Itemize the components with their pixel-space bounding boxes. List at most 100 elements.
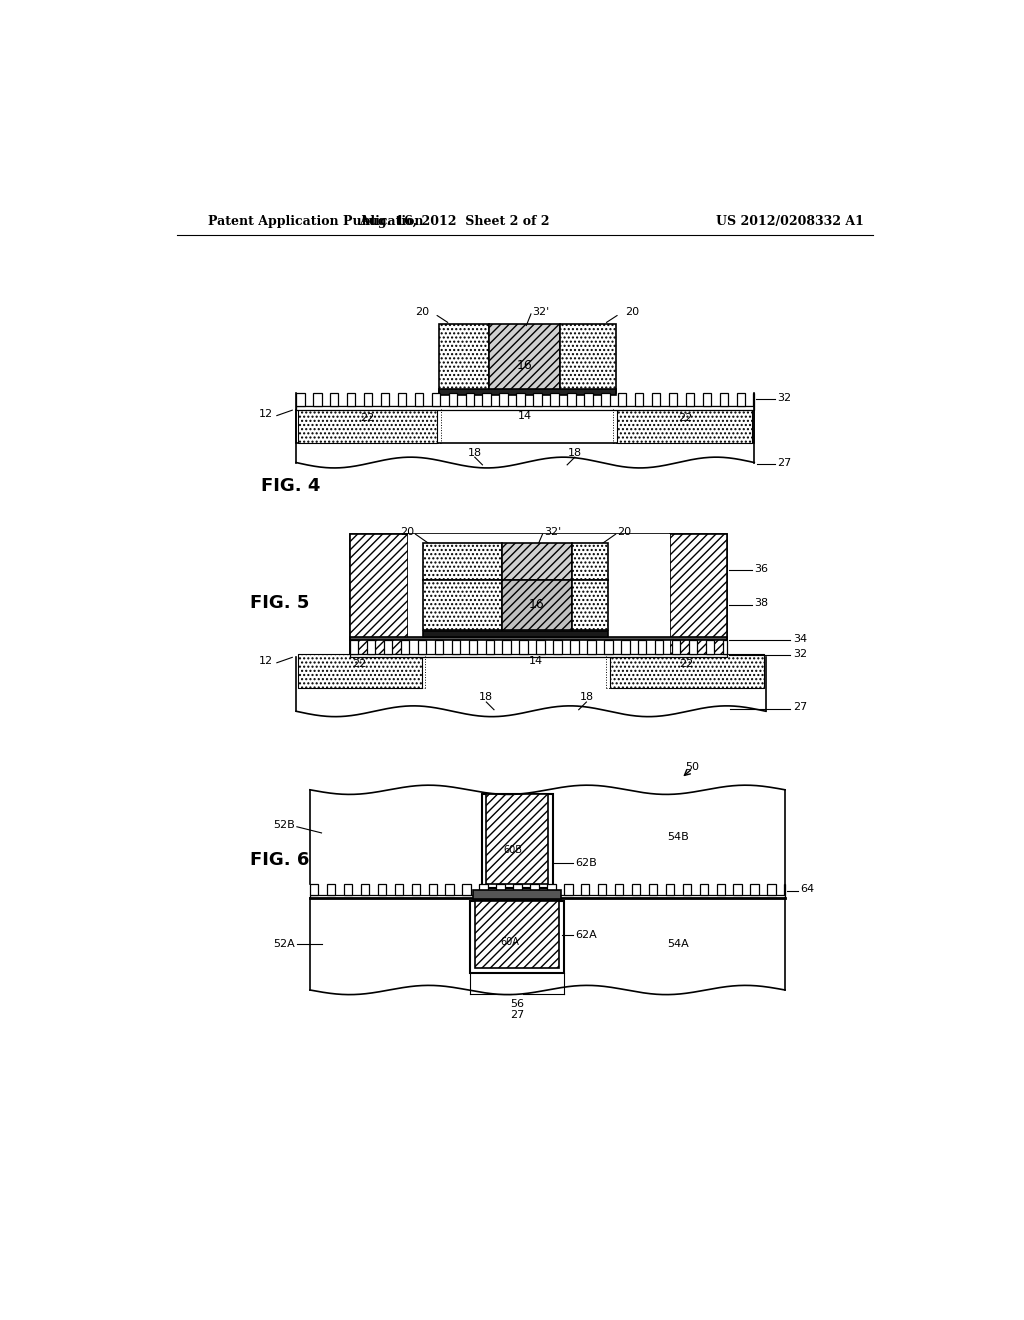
Bar bbox=[516, 393, 524, 407]
Bar bbox=[699, 884, 708, 895]
Bar bbox=[604, 640, 612, 653]
Text: 56: 56 bbox=[510, 999, 524, 1008]
Bar bbox=[736, 393, 745, 407]
Text: 62B: 62B bbox=[574, 858, 597, 869]
Bar bbox=[570, 640, 579, 653]
Bar bbox=[530, 884, 539, 895]
Bar bbox=[652, 393, 660, 407]
Bar bbox=[432, 393, 440, 407]
Bar bbox=[466, 393, 474, 407]
Text: FIG. 5: FIG. 5 bbox=[250, 594, 309, 612]
Text: 32': 32' bbox=[544, 527, 561, 537]
Bar bbox=[621, 640, 630, 653]
Text: 36: 36 bbox=[755, 564, 768, 574]
Bar bbox=[350, 640, 358, 653]
Text: 60B: 60B bbox=[504, 845, 522, 855]
Bar bbox=[519, 640, 528, 653]
Text: FIG. 4: FIG. 4 bbox=[261, 477, 321, 495]
Bar bbox=[397, 393, 407, 407]
Bar bbox=[313, 393, 322, 407]
Bar bbox=[571, 544, 608, 581]
Text: 14: 14 bbox=[529, 656, 544, 667]
Bar bbox=[564, 884, 572, 895]
Text: FIG. 6: FIG. 6 bbox=[250, 851, 309, 869]
Text: 34: 34 bbox=[793, 634, 807, 644]
Text: 64: 64 bbox=[801, 884, 814, 894]
Text: 54B: 54B bbox=[668, 832, 689, 842]
Text: 52B: 52B bbox=[272, 820, 295, 830]
Bar bbox=[482, 393, 490, 407]
Bar bbox=[503, 640, 511, 653]
Bar bbox=[581, 884, 590, 895]
Bar bbox=[547, 884, 556, 895]
Bar bbox=[717, 884, 725, 895]
Bar bbox=[584, 393, 593, 407]
Bar bbox=[435, 640, 443, 653]
Bar bbox=[310, 895, 785, 899]
Bar bbox=[669, 393, 677, 407]
Bar bbox=[330, 393, 339, 407]
Bar bbox=[423, 631, 608, 636]
Bar bbox=[632, 884, 640, 895]
Bar bbox=[364, 393, 373, 407]
Bar bbox=[473, 890, 561, 899]
Bar bbox=[298, 407, 437, 444]
Bar bbox=[683, 884, 691, 895]
Text: 16: 16 bbox=[517, 359, 532, 372]
Bar bbox=[415, 393, 423, 407]
Bar bbox=[601, 393, 609, 407]
Bar bbox=[438, 323, 489, 393]
Bar bbox=[378, 884, 386, 895]
Text: 27: 27 bbox=[510, 1010, 524, 1019]
Text: 12: 12 bbox=[259, 656, 273, 667]
Bar bbox=[672, 640, 680, 653]
Bar bbox=[350, 636, 727, 640]
Bar bbox=[347, 393, 355, 407]
Text: 22: 22 bbox=[679, 659, 693, 669]
Bar bbox=[485, 640, 494, 653]
Bar bbox=[723, 640, 727, 653]
Bar bbox=[394, 884, 403, 895]
Bar bbox=[537, 640, 545, 653]
Bar bbox=[412, 884, 420, 895]
Text: Patent Application Publication: Patent Application Publication bbox=[208, 215, 423, 228]
Text: 16: 16 bbox=[528, 598, 544, 611]
Bar bbox=[423, 581, 502, 630]
Text: 18: 18 bbox=[479, 693, 494, 702]
Bar bbox=[670, 535, 727, 657]
Bar bbox=[666, 884, 674, 895]
Bar bbox=[655, 640, 664, 653]
Bar bbox=[706, 640, 714, 653]
Text: 18: 18 bbox=[580, 693, 594, 702]
Bar bbox=[350, 535, 727, 657]
Text: 22: 22 bbox=[359, 413, 374, 422]
Bar bbox=[360, 884, 370, 895]
Bar bbox=[649, 884, 657, 895]
Bar bbox=[350, 653, 727, 657]
Bar bbox=[344, 884, 352, 895]
Bar bbox=[689, 640, 697, 653]
Bar bbox=[489, 323, 560, 393]
Bar bbox=[486, 793, 548, 884]
Bar bbox=[475, 900, 559, 969]
Text: 27: 27 bbox=[777, 458, 792, 467]
Bar bbox=[408, 535, 670, 657]
Bar bbox=[702, 393, 711, 407]
Text: 20: 20 bbox=[415, 306, 429, 317]
Text: 50: 50 bbox=[685, 762, 699, 772]
Text: 32: 32 bbox=[777, 393, 792, 403]
Text: 18: 18 bbox=[567, 447, 582, 458]
Bar bbox=[479, 884, 487, 895]
Bar bbox=[298, 653, 422, 688]
Bar bbox=[429, 884, 437, 895]
Bar bbox=[310, 884, 318, 895]
Text: 32': 32' bbox=[532, 306, 550, 317]
Bar bbox=[638, 640, 646, 653]
Text: 22: 22 bbox=[678, 413, 692, 422]
Bar bbox=[367, 640, 376, 653]
Bar bbox=[469, 640, 477, 653]
Bar bbox=[296, 407, 755, 411]
Bar bbox=[513, 884, 521, 895]
Text: 38: 38 bbox=[755, 598, 768, 609]
Bar bbox=[567, 393, 575, 407]
